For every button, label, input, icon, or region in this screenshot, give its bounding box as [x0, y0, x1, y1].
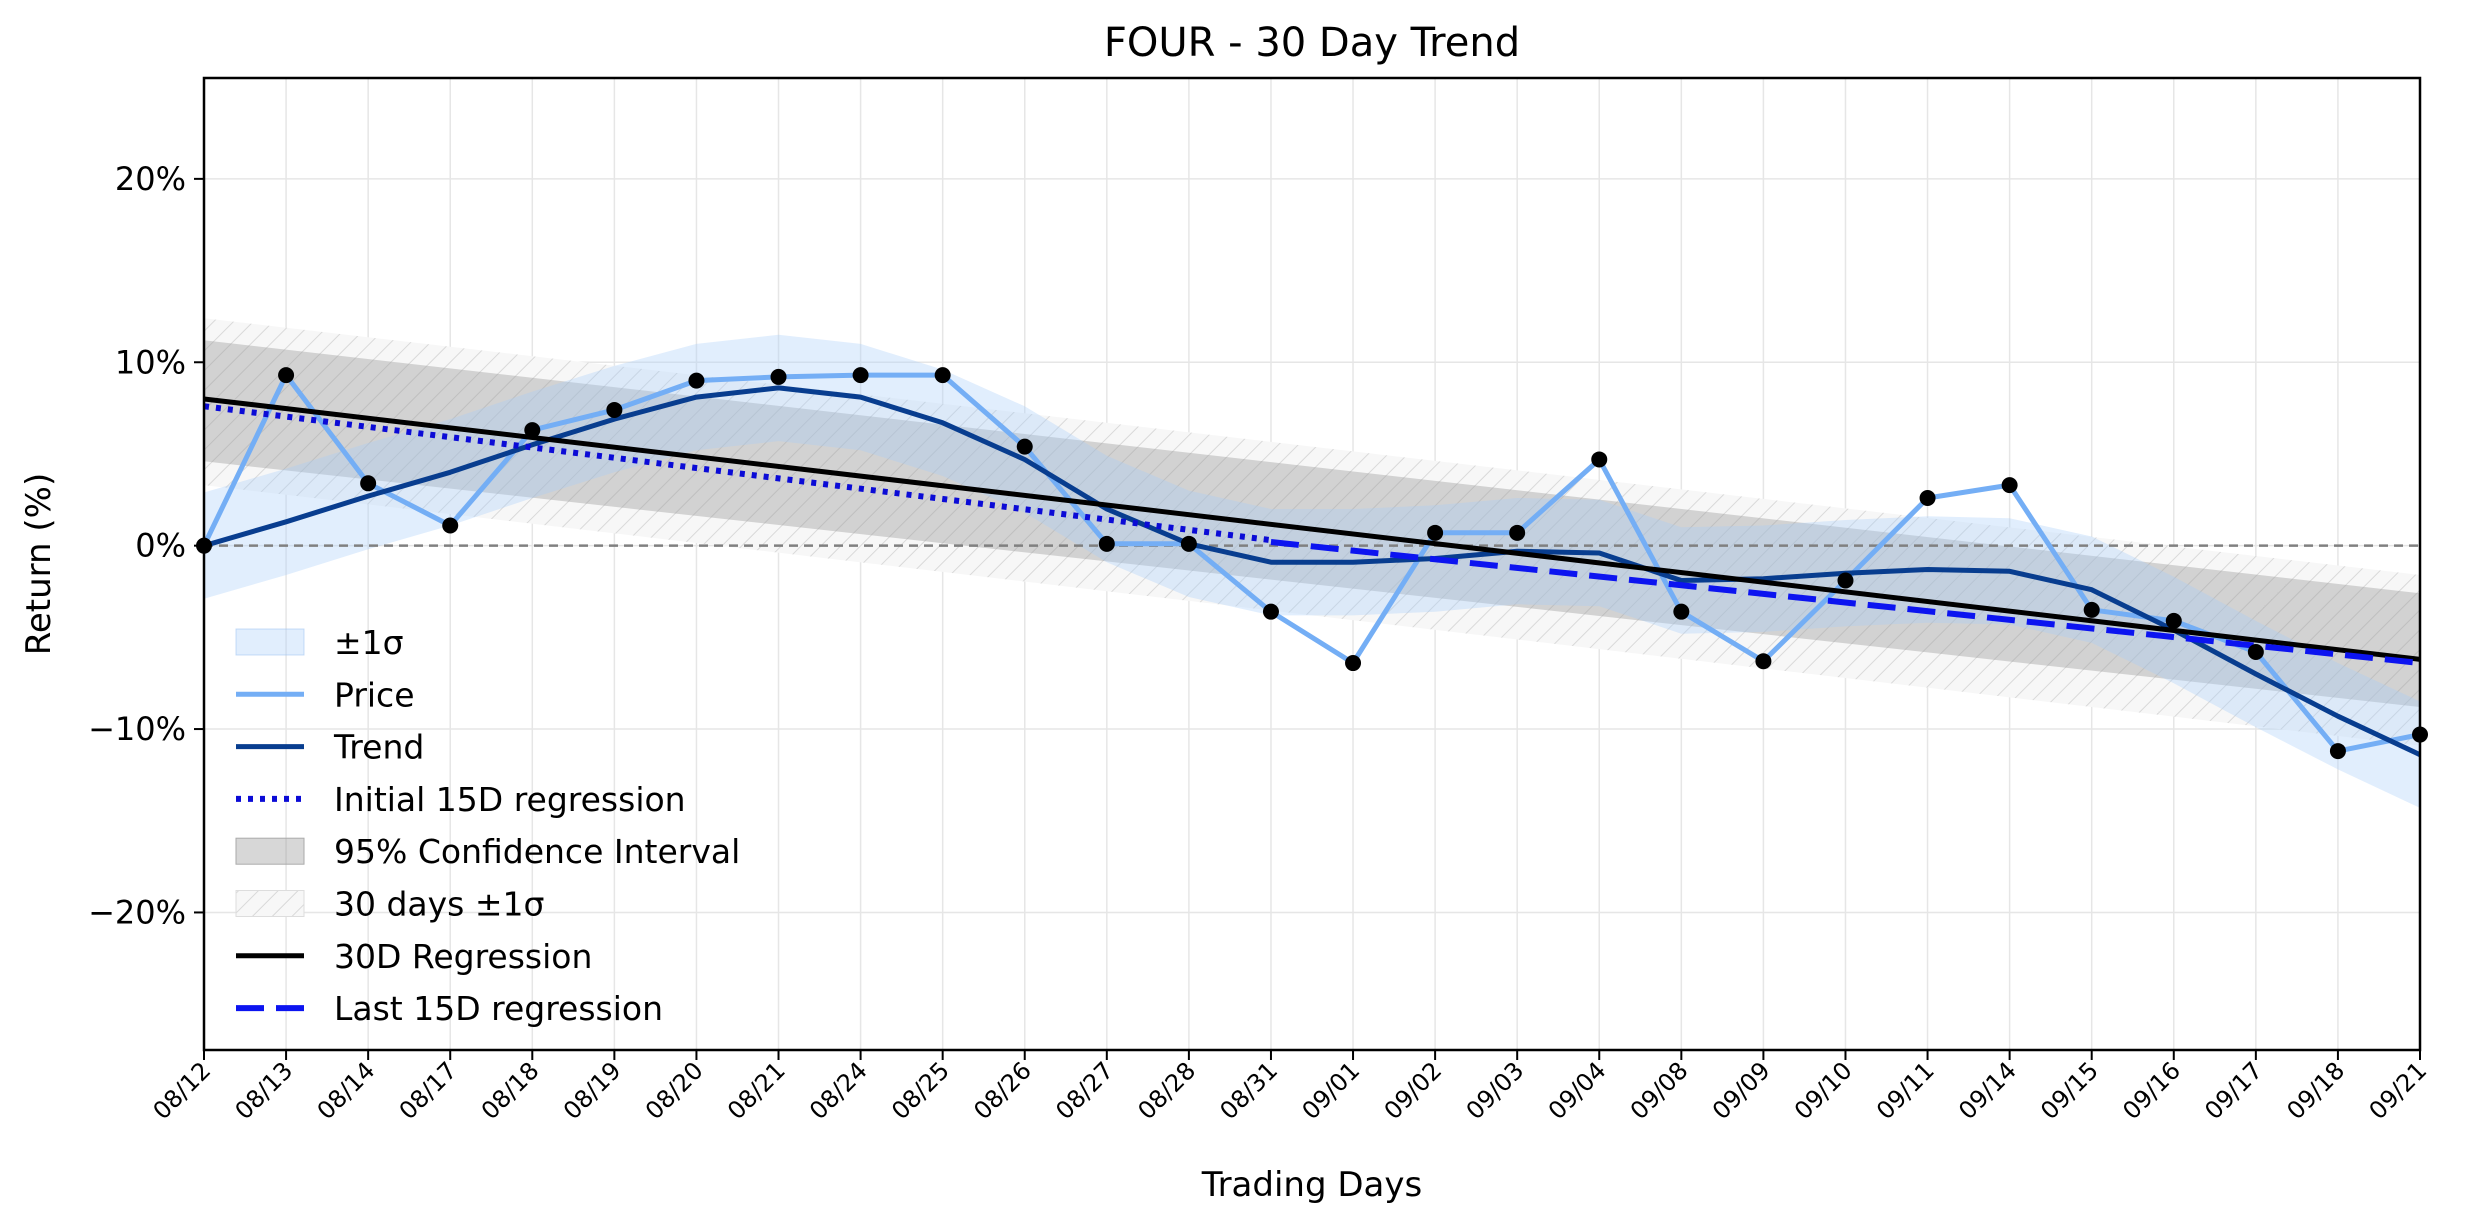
price-point [1098, 535, 1115, 552]
legend-swatch [235, 890, 305, 917]
price-point [1509, 524, 1526, 541]
price-point [1919, 489, 1936, 506]
legend: ±1σ Price Trend Initial 15D regression 95% C… [235, 623, 740, 1028]
legend-label: 95% Confidence Interval [334, 832, 740, 871]
band-95-ci [204, 340, 2420, 707]
price-point [606, 401, 623, 418]
price-point [1180, 535, 1197, 552]
legend-label: ±1σ [334, 623, 404, 662]
price-point [1262, 603, 1279, 620]
x-tick-label: 08/12 [148, 1056, 217, 1125]
x-tick-label: 08/18 [476, 1056, 545, 1125]
band-sigma [204, 334, 2420, 808]
legend-entry: 30 days ±1σ [235, 885, 544, 924]
x-tick-label: 09/14 [1953, 1056, 2022, 1125]
x-tick-label: 08/17 [394, 1056, 463, 1125]
y-tick-label: 20% [115, 160, 186, 198]
legend-label: Initial 15D regression [334, 780, 686, 819]
band-30d-sigma [204, 318, 2420, 746]
x-tick-label: 08/21 [722, 1056, 791, 1125]
price-point [278, 367, 295, 384]
x-tick-label: 08/25 [886, 1056, 955, 1125]
price-point [1427, 524, 1444, 541]
x-tick-label: 08/20 [640, 1056, 709, 1125]
x-tick-label: 09/15 [2035, 1056, 2104, 1125]
x-tick-label: 08/27 [1050, 1056, 1119, 1125]
legend-label: 30D Regression [334, 937, 592, 976]
price-point [2329, 743, 2346, 760]
price-point [2083, 601, 2100, 618]
price-point [2165, 612, 2182, 629]
x-tick-label: 09/21 [2364, 1056, 2433, 1125]
legend-entry: Price [236, 675, 415, 714]
regression-last-15d-line [1270, 539, 2420, 667]
legend-entry: 30D Regression [236, 937, 592, 976]
x-tick-label: 09/17 [2199, 1056, 2268, 1125]
price-point [1837, 572, 1854, 589]
price-point [2247, 644, 2264, 661]
y-tick-label: −10% [88, 710, 186, 748]
price-point [442, 517, 459, 534]
legend-label: Trend [333, 728, 424, 767]
x-tick-label: 09/01 [1297, 1056, 1366, 1125]
price-point [688, 372, 705, 389]
x-tick-label: 09/18 [2281, 1056, 2350, 1125]
x-tick-label: 09/03 [1461, 1056, 1530, 1125]
price-point [1673, 603, 1690, 620]
x-tick-label: 09/08 [1625, 1056, 1694, 1125]
legend-entry: Last 15D regression [236, 989, 663, 1028]
x-tick-label: 08/24 [804, 1056, 873, 1125]
series-lines [204, 372, 2420, 757]
x-tick-label: 09/10 [1789, 1056, 1858, 1125]
x-tick-label: 09/04 [1543, 1056, 1612, 1125]
price-point [1345, 655, 1362, 672]
chart-title: FOUR - 30 Day Trend [1104, 20, 1520, 66]
trend-line [204, 385, 2420, 757]
price-points [196, 367, 2428, 760]
x-tick-label: 08/26 [968, 1056, 1037, 1125]
x-tick-label: 09/16 [2117, 1056, 2186, 1125]
price-point [1755, 653, 1772, 670]
legend-swatch [235, 837, 305, 865]
legend-label: Last 15D regression [334, 989, 663, 1028]
x-tick-label: 08/19 [558, 1056, 627, 1125]
x-tick-label: 09/11 [1871, 1056, 1940, 1125]
legend-entry: ±1σ [235, 623, 404, 662]
price-point [852, 367, 869, 384]
legend-entry: Initial 15D regression [236, 780, 686, 819]
legend-entry: 95% Confidence Interval [235, 832, 740, 871]
regression-30d-line [204, 396, 2420, 662]
y-tick-label: 0% [135, 527, 186, 565]
bands [204, 318, 2420, 808]
price-point [934, 367, 951, 384]
price-point [2001, 477, 2018, 494]
y-tick-label: −20% [88, 893, 186, 931]
price-point [524, 422, 541, 439]
x-tick-label: 09/09 [1707, 1056, 1776, 1125]
legend-label: Price [334, 675, 415, 714]
x-axis-label: Trading Days [1201, 1165, 1422, 1205]
price-line [204, 372, 2420, 754]
legend-entry: Trend [236, 728, 424, 767]
x-tick-label: 09/02 [1379, 1056, 1448, 1125]
plot-frame [202, 76, 2422, 1052]
x-tick-label: 08/28 [1132, 1056, 1201, 1125]
price-point [1591, 451, 1608, 468]
price-point [360, 475, 377, 492]
y-tick-label: 10% [115, 343, 186, 381]
price-point [1016, 438, 1033, 455]
legend-swatch [235, 628, 305, 656]
legend-label: 30 days ±1σ [334, 885, 544, 924]
y-axis-label: Return (%) [19, 473, 59, 655]
x-tick-label: 08/14 [312, 1056, 381, 1125]
x-tick-label: 08/13 [230, 1056, 299, 1125]
x-tick-label: 08/31 [1214, 1056, 1283, 1125]
price-point [770, 368, 787, 385]
